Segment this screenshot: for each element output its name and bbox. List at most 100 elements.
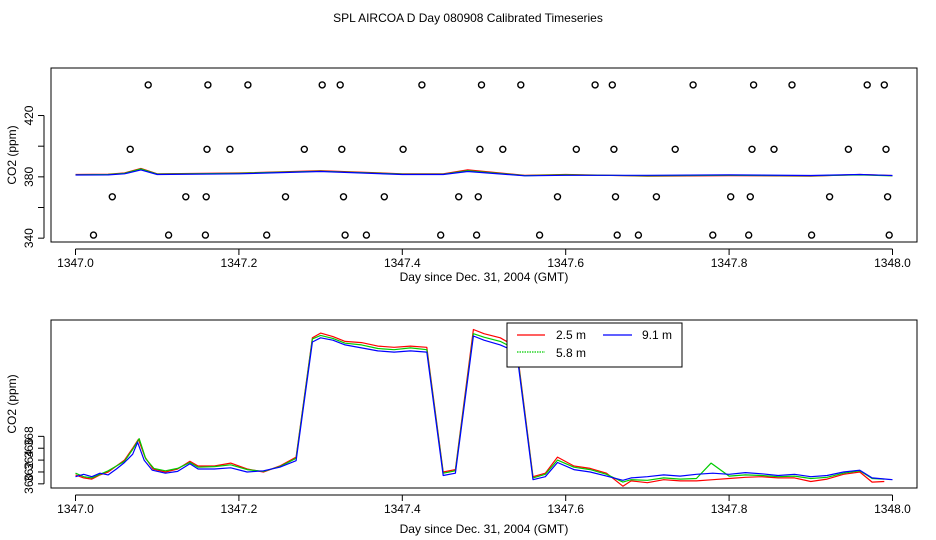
calibration-point (807, 231, 816, 239)
calibration-point (499, 145, 507, 154)
calibration-point (880, 81, 888, 89)
calibration-point (263, 231, 271, 239)
top-plot-frame (50, 67, 918, 243)
top-x-tick-label: 1347.4 (384, 256, 421, 270)
calibration-point (399, 145, 407, 154)
calibration-point (455, 193, 463, 201)
calibration-point (572, 145, 580, 154)
calibration-point (244, 81, 252, 89)
calibration-point (788, 81, 796, 89)
calibration-point (89, 231, 98, 239)
calibration-point (472, 231, 481, 239)
calibration-point (341, 231, 349, 239)
calibration-point (126, 145, 134, 154)
legend-label-9-1m: 9.1 m (642, 328, 672, 342)
calibration-point (748, 145, 756, 154)
calibration-point (144, 81, 152, 89)
top-x-tick-label: 1347.8 (711, 256, 748, 270)
calibration-point (164, 231, 173, 239)
top-series-group (75, 167, 893, 177)
bottom-y-tick-label: 366 (22, 438, 36, 458)
bottom-x-axis: 1347.0 1347.2 1347.4 1347.6 1347.8 1348.0 (57, 494, 911, 516)
calibration-point (281, 193, 290, 201)
calibration-point (318, 81, 326, 89)
top-x-tick-label: 1347.6 (547, 256, 584, 270)
bottom-y-tick-label: 364 (22, 450, 36, 470)
bottom-series-group (75, 328, 893, 487)
top-panel: 340 380 420 1347.0 1347.2 1347.4 1347.6 1347.8… (5, 67, 918, 284)
bottom-x-tick-label: 1347.2 (221, 502, 258, 516)
calibration-point (745, 231, 753, 239)
calibration-point (204, 81, 212, 89)
calibration-point (476, 145, 484, 154)
top-x-axis-label: Day since Dec. 31, 2004 (GMT) (400, 270, 569, 284)
bottom-y-tick-label: 360 (22, 474, 36, 494)
calibration-point (226, 145, 234, 154)
bottom-series-5-8-m (75, 333, 885, 483)
calibration-point (201, 231, 210, 239)
calibration-point (613, 231, 621, 239)
top-y-axis: 340 380 420 (22, 105, 45, 248)
top-series-9-1-m (75, 169, 893, 177)
bottom-plot-frame (50, 319, 918, 489)
calibration-point (418, 81, 426, 89)
calibration-point (746, 193, 754, 201)
calibration-point (339, 193, 348, 201)
calibration-point (182, 193, 190, 201)
calibration-point (610, 145, 618, 154)
bottom-x-tick-label: 1348.0 (874, 502, 911, 516)
bottom-y-tick-label: 368 (22, 426, 36, 446)
top-x-axis: 1347.0 1347.2 1347.4 1347.6 1347.8 1348.0 (57, 248, 911, 270)
legend-label-5-8m: 5.8 m (556, 346, 586, 360)
calibration-point (362, 231, 371, 239)
calibration-point (882, 145, 890, 154)
calibration-point (727, 193, 735, 201)
calibration-point (517, 81, 525, 89)
calibration-point (437, 231, 445, 239)
calibration-point (380, 193, 388, 201)
calibration-point (634, 231, 643, 239)
calibration-point (300, 145, 308, 154)
calibration-point (689, 81, 697, 89)
bottom-x-tick-label: 1347.6 (547, 502, 584, 516)
calibration-point (202, 193, 210, 201)
figure-title: SPL AIRCOA D Day 080908 Calibrated Times… (333, 11, 603, 25)
calibration-point (108, 193, 117, 201)
top-y-tick-label: 340 (22, 228, 36, 248)
calibration-point (535, 231, 544, 239)
bottom-series-2-5-m (75, 328, 885, 487)
calibration-point (671, 145, 679, 154)
bottom-y-tick-label: 362 (22, 462, 36, 482)
calibration-point (652, 193, 661, 201)
calibration-point (336, 81, 344, 89)
calibration-point (749, 81, 758, 89)
calibration-point (203, 145, 211, 154)
calibration-point (608, 81, 616, 89)
top-x-tick-label: 1347.2 (221, 256, 258, 270)
calibration-point (825, 193, 834, 201)
legend: 2.5 m 5.8 m 9.1 m (506, 322, 683, 368)
calibration-point (477, 81, 486, 89)
calibration-point (611, 193, 620, 201)
calibration-point (553, 193, 562, 201)
bottom-y-axis-label: CO2 (ppm) (5, 374, 19, 433)
calibration-point (591, 81, 599, 89)
top-y-axis-label: CO2 (ppm) (5, 125, 19, 184)
calibration-point (883, 193, 892, 201)
bottom-x-tick-label: 1347.4 (384, 502, 421, 516)
top-calibration-points (89, 81, 893, 239)
top-x-tick-label: 1347.0 (57, 256, 94, 270)
bottom-x-tick-label: 1347.8 (711, 502, 748, 516)
calibration-point (770, 145, 778, 154)
calibration-point (844, 145, 853, 154)
calibration-point (863, 81, 871, 89)
legend-box (506, 322, 683, 368)
top-y-tick-label: 420 (22, 105, 36, 125)
top-x-tick-label: 1348.0 (874, 256, 911, 270)
top-y-tick-label: 380 (22, 167, 36, 187)
bottom-series-9-1-m (75, 335, 893, 481)
legend-label-2-5m: 2.5 m (556, 328, 586, 342)
